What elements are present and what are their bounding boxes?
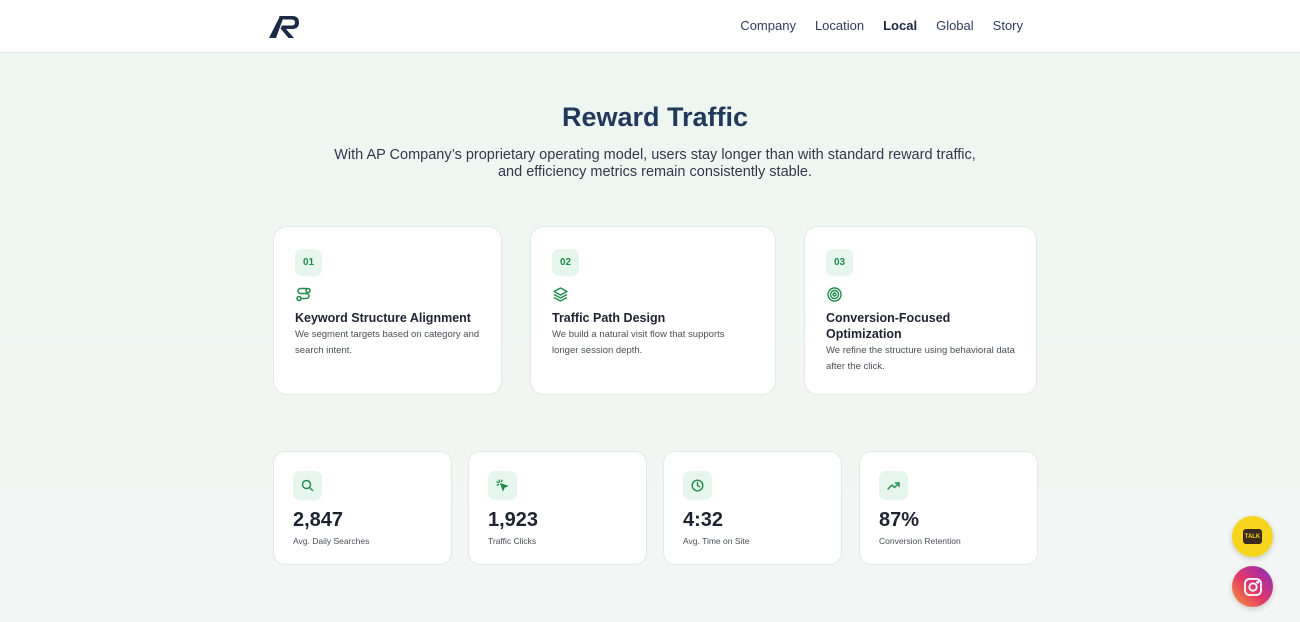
stat-label: Traffic Clicks (488, 536, 537, 546)
stat-value: 1,923 (488, 509, 539, 531)
main-nav: Company Location Local Global Story (740, 18, 1023, 33)
stat-card-searches: 2,847 Avg. Daily Searches (273, 451, 452, 565)
site-header: Company Location Local Global Story (0, 0, 1300, 53)
click-icon (488, 471, 517, 500)
clock-icon (683, 471, 712, 500)
ap-logo[interactable] (268, 14, 302, 40)
instagram-icon (1243, 577, 1262, 596)
subtitle-line-2: and efficiency metrics remain consistent… (497, 164, 813, 180)
kakaotalk-icon: TALK (1243, 529, 1262, 544)
feature-card-keyword: 01 Keyword Structure Alignment We segmen… (273, 226, 502, 395)
feature-title: Keyword Structure Alignment (295, 311, 471, 325)
instagram-button[interactable] (1232, 566, 1273, 607)
target-icon (827, 287, 842, 302)
feature-title: Conversion-Focused Optimization (826, 311, 951, 341)
feature-number-badge: 02 (552, 249, 579, 276)
feature-title: Traffic Path Design (552, 311, 666, 325)
talk-label: TALK (1244, 533, 1261, 540)
feature-number-badge: 03 (826, 249, 853, 276)
stat-card-time: 4:32 Avg. Time on Site (663, 451, 842, 565)
feature-number-badge: 01 (295, 249, 322, 276)
stat-label: Avg. Daily Searches (293, 536, 370, 546)
page-subtitle: With AP Company’s proprietary operating … (0, 147, 1300, 181)
page-title: Reward Traffic (561, 102, 749, 132)
nav-local[interactable]: Local (883, 18, 918, 33)
trending-up-icon (879, 471, 908, 500)
stat-card-clicks: 1,923 Traffic Clicks (468, 451, 647, 565)
stat-card-retention: 87% Conversion Retention (859, 451, 1038, 565)
feature-card-conversion: 03 Conversion-Focused Optimization We re… (804, 226, 1037, 395)
feature-description: We build a natural visit flow that suppo… (552, 329, 725, 356)
nav-story[interactable]: Story (992, 18, 1023, 33)
feature-description: We refine the structure using behavioral… (826, 345, 1015, 372)
stat-value: 4:32 (683, 509, 724, 531)
nav-location[interactable]: Location (814, 18, 865, 33)
route-icon (296, 287, 311, 302)
stat-label: Conversion Retention (879, 536, 961, 546)
stat-label: Avg. Time on Site (683, 536, 750, 546)
kakaotalk-button[interactable]: TALK (1232, 516, 1273, 557)
feature-card-traffic-path: 02 Traffic Path Design We build a natura… (530, 226, 776, 395)
nav-company[interactable]: Company (740, 18, 796, 33)
stat-value: 87% (879, 509, 920, 531)
stat-value: 2,847 (293, 509, 344, 531)
layers-icon (553, 287, 568, 302)
search-icon (293, 471, 322, 500)
subtitle-line-1: With AP Company’s proprietary operating … (334, 147, 976, 163)
nav-global[interactable]: Global (936, 18, 974, 33)
feature-description: We segment targets based on category and… (295, 329, 480, 356)
